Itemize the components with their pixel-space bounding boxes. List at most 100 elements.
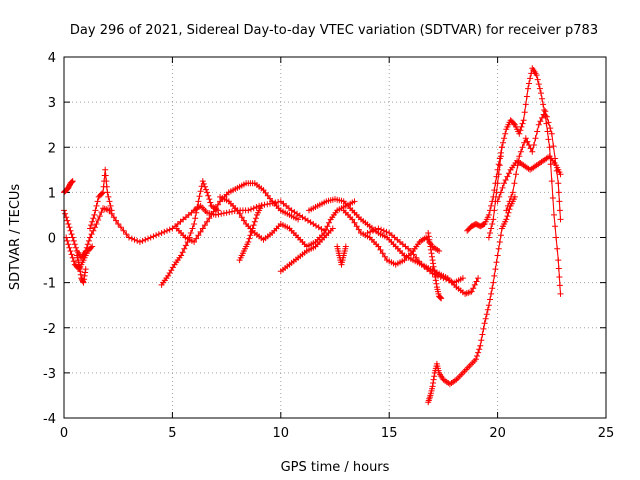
data-point — [69, 178, 76, 185]
data-point — [85, 237, 92, 244]
data-point — [407, 248, 414, 254]
data-point — [490, 279, 497, 286]
data-point — [555, 189, 562, 196]
data-point — [88, 244, 95, 251]
data-point — [80, 279, 87, 286]
data-point — [495, 245, 502, 252]
data-point — [68, 231, 75, 238]
data-point — [70, 237, 77, 244]
data-point — [95, 217, 102, 223]
data-point — [295, 216, 302, 223]
data-point — [537, 118, 544, 125]
data-point — [490, 216, 497, 223]
data-point — [473, 278, 480, 285]
data-point — [429, 253, 435, 260]
data-point — [67, 248, 74, 254]
data-point — [413, 254, 420, 261]
series-arc-g — [173, 180, 302, 245]
data-point — [477, 342, 484, 349]
data-point — [349, 216, 356, 223]
data-point — [445, 277, 452, 284]
data-point — [475, 275, 482, 282]
data-point — [275, 199, 282, 205]
data-point — [201, 183, 208, 190]
data-point — [164, 227, 170, 234]
data-point — [489, 221, 496, 227]
data-point — [212, 205, 219, 212]
data-point — [437, 294, 444, 301]
data-point — [178, 252, 185, 259]
data-point — [430, 376, 437, 383]
data-point — [542, 108, 549, 115]
data-point — [89, 218, 96, 225]
data-point — [545, 136, 552, 143]
y-axis-label: SDTVAR / TECUs — [8, 184, 23, 291]
data-point — [128, 235, 135, 242]
data-point — [369, 227, 376, 234]
data-point — [529, 148, 536, 155]
data-point — [520, 117, 527, 124]
data-point — [195, 198, 202, 205]
data-point — [108, 207, 115, 214]
data-point — [504, 213, 511, 220]
data-point — [372, 226, 379, 233]
data-point — [516, 153, 523, 160]
data-point — [64, 217, 71, 224]
data-point — [432, 277, 439, 284]
data-point — [93, 202, 100, 209]
data-point — [555, 180, 562, 187]
data-point — [513, 171, 519, 178]
data-point — [117, 224, 124, 231]
data-point — [553, 234, 560, 241]
data-point — [234, 207, 241, 214]
data-point — [476, 346, 483, 353]
data-point — [70, 258, 77, 265]
data-point — [197, 228, 204, 235]
data-point — [65, 221, 72, 227]
data-point — [523, 93, 530, 100]
data-point — [556, 198, 563, 205]
data-point — [69, 178, 76, 185]
data-point — [517, 127, 524, 134]
data-point — [540, 111, 547, 118]
data-point — [557, 171, 564, 178]
data-point — [251, 218, 258, 225]
data-point — [82, 269, 89, 276]
data-point — [193, 209, 200, 216]
data-point — [214, 201, 221, 208]
data-point — [470, 285, 477, 292]
data-point — [205, 192, 212, 199]
data-point — [193, 235, 200, 242]
data-point — [491, 272, 498, 279]
data-point — [66, 224, 73, 231]
data-series — [61, 65, 564, 406]
data-point — [76, 265, 83, 271]
data-point — [261, 201, 268, 208]
data-point — [487, 230, 493, 236]
data-point — [199, 178, 206, 185]
data-point — [534, 128, 541, 135]
data-point — [536, 85, 543, 92]
data-point — [189, 225, 196, 232]
data-point — [200, 180, 207, 187]
data-point — [194, 204, 201, 210]
data-point — [556, 207, 563, 214]
data-point — [518, 123, 525, 130]
data-point — [191, 221, 198, 227]
data-point — [555, 257, 562, 264]
data-point — [69, 234, 76, 241]
data-point — [93, 221, 100, 227]
x-tick-label: 0 — [60, 426, 68, 441]
data-point — [342, 243, 349, 250]
data-point — [526, 80, 532, 87]
data-point — [509, 189, 516, 196]
data-point — [377, 246, 384, 253]
data-point — [218, 210, 225, 217]
data-point — [82, 266, 89, 273]
data-point — [511, 180, 518, 187]
data-point — [548, 130, 555, 137]
data-point — [131, 236, 138, 243]
data-point — [552, 223, 559, 230]
data-point — [383, 228, 390, 235]
